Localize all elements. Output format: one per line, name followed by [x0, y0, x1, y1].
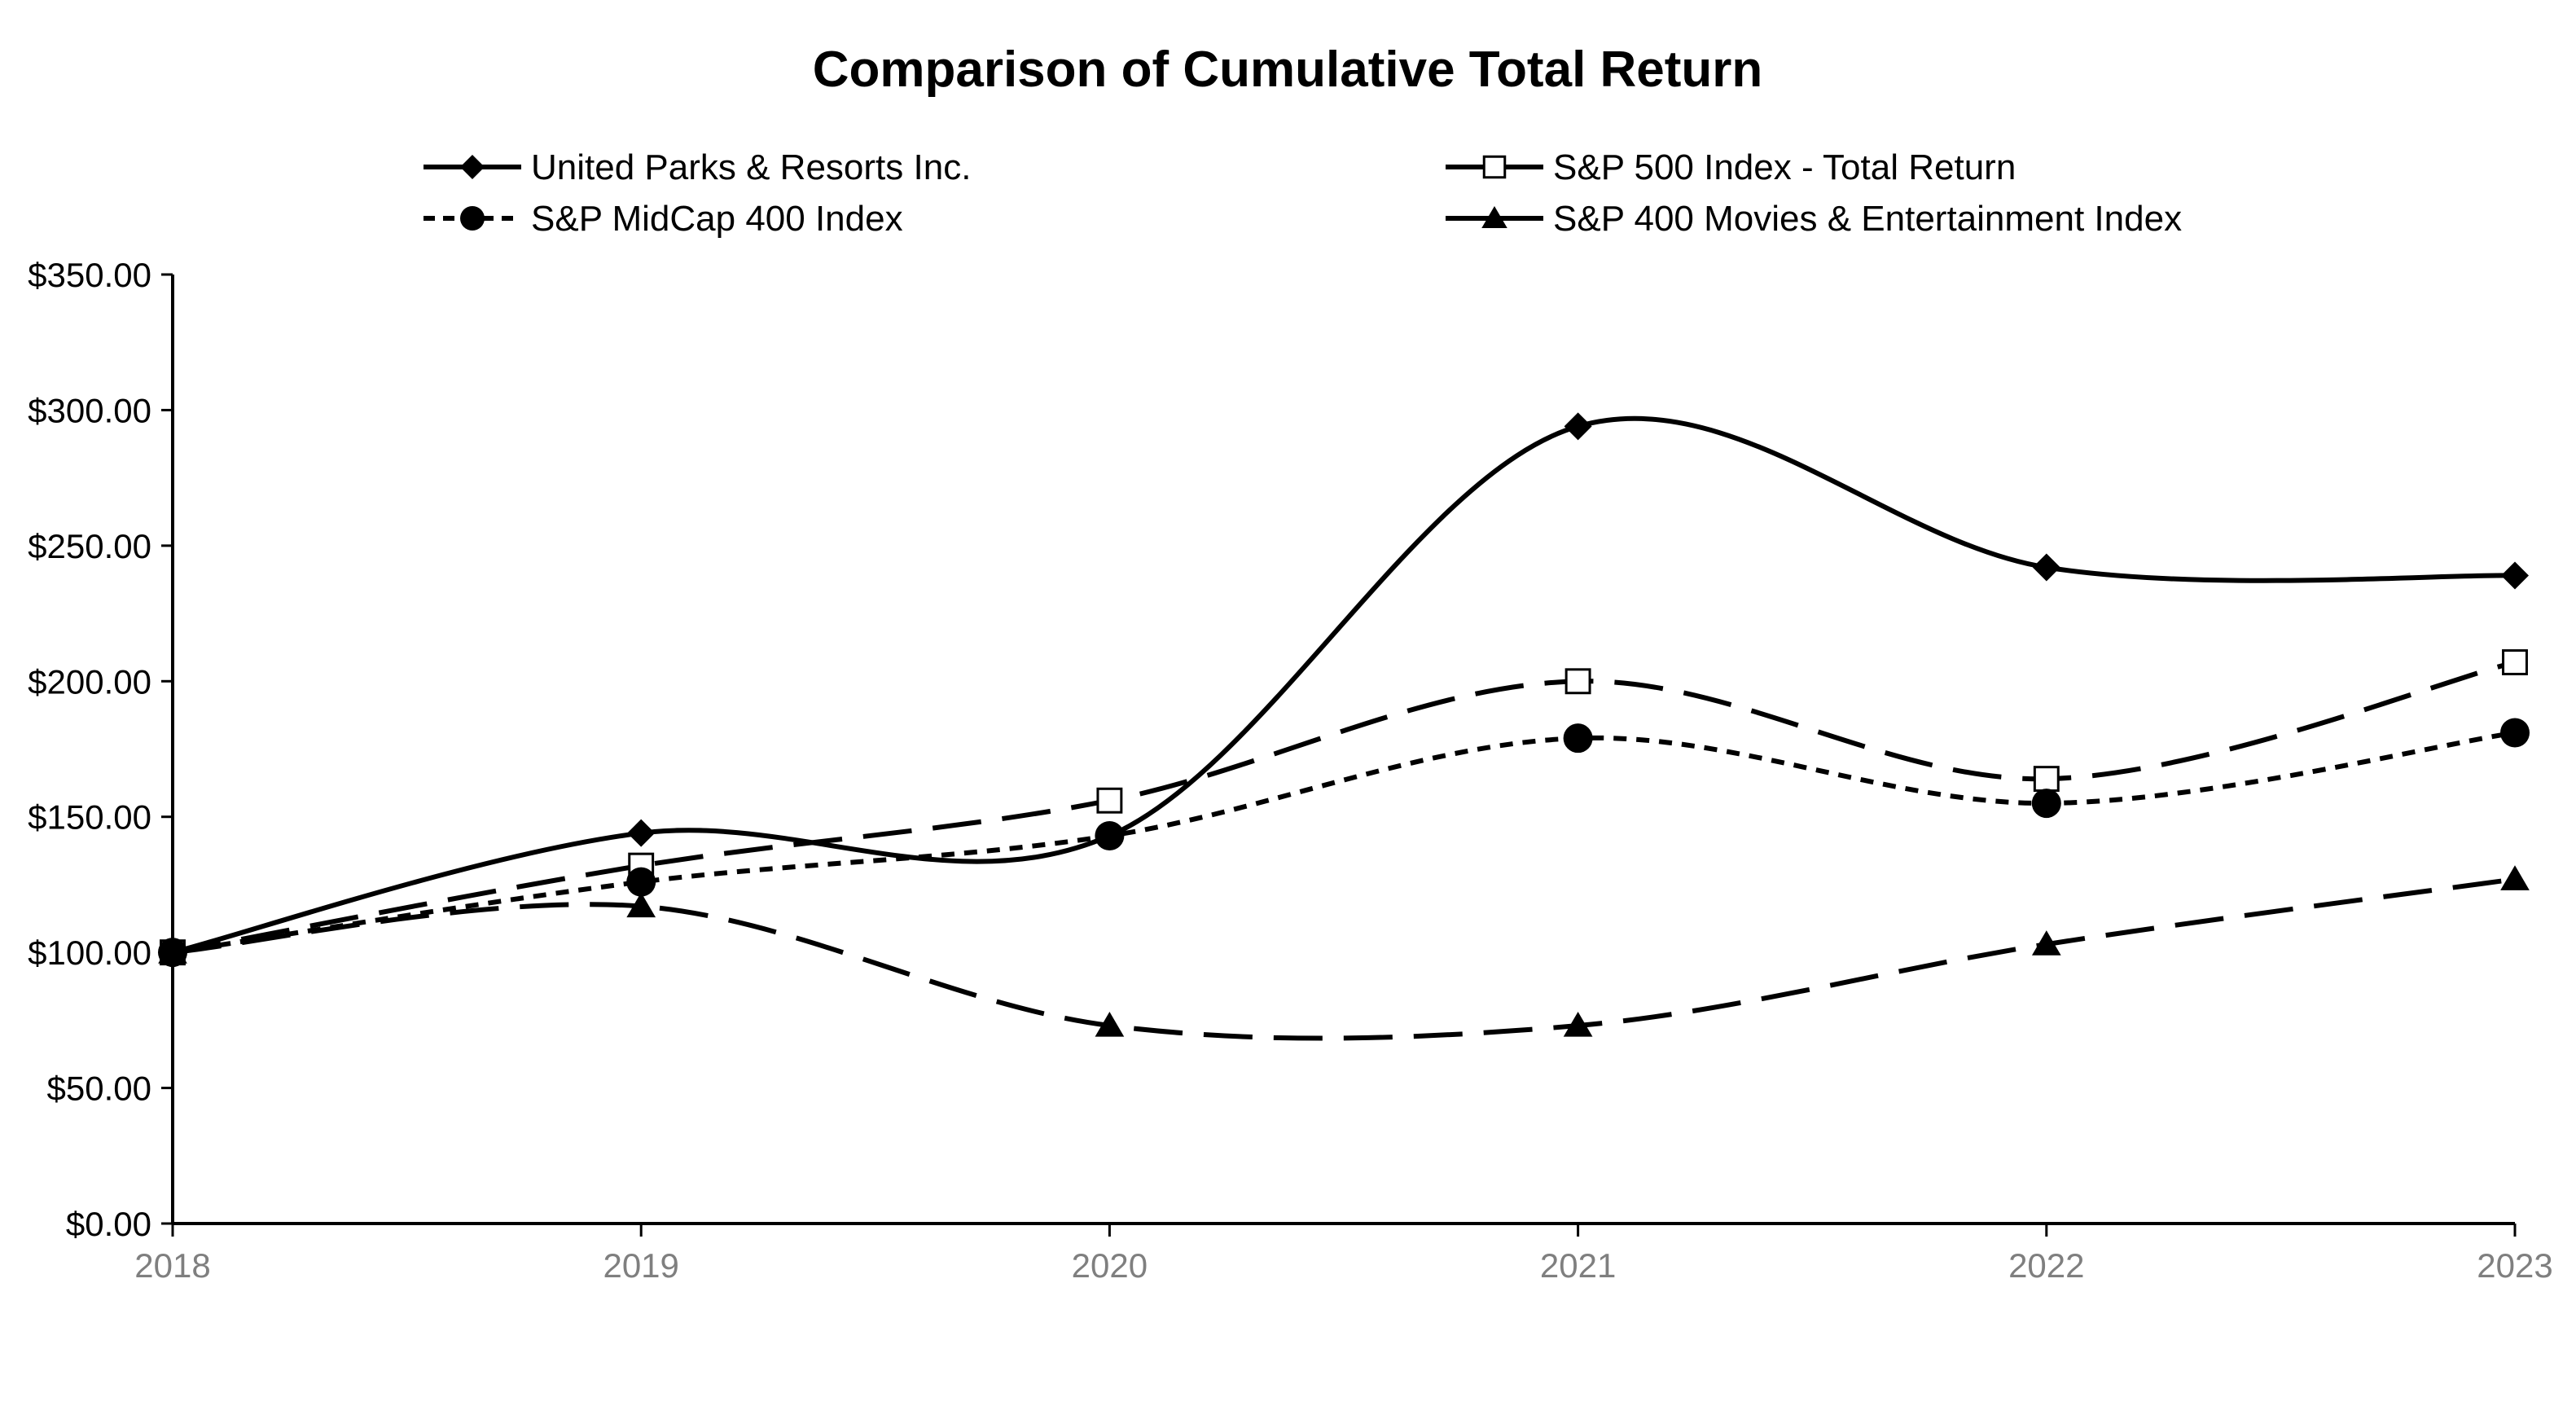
data-point — [1095, 821, 1125, 851]
legend-label: S&P 500 Index - Total Return — [1553, 147, 2016, 187]
legend-item: United Parks & Resorts Inc. — [423, 147, 971, 187]
x-tick-label: 2018 — [134, 1246, 210, 1285]
data-point — [2500, 865, 2530, 890]
legend-marker — [1481, 206, 1507, 228]
series-1 — [159, 412, 2529, 967]
series-group — [158, 412, 2530, 1041]
legend-marker — [460, 155, 485, 179]
y-tick-label: $0.00 — [66, 1205, 151, 1243]
data-point — [1563, 1012, 1593, 1037]
chart-title: Comparison of Cumulative Total Return — [813, 42, 1763, 98]
data-point — [2502, 649, 2528, 675]
legend-label: S&P MidCap 400 Index — [531, 199, 903, 239]
data-point — [1096, 787, 1123, 814]
data-point — [1564, 668, 1591, 695]
y-tick-label: $300.00 — [28, 391, 151, 429]
y-tick-label: $150.00 — [28, 798, 151, 837]
series-2 — [160, 649, 2528, 966]
data-point — [2031, 789, 2061, 819]
legend-item: S&P 500 Index - Total Return — [1446, 147, 2016, 187]
x-tick-label: 2022 — [2008, 1246, 2084, 1285]
series-line — [172, 877, 2516, 1041]
data-point — [158, 938, 187, 964]
data-point — [1095, 1012, 1125, 1037]
data-point — [626, 867, 656, 897]
data-point — [2031, 930, 2061, 956]
legend: United Parks & Resorts Inc. S&P 500 Index… — [423, 147, 2182, 239]
series-line — [172, 415, 2516, 956]
series-4 — [158, 865, 2530, 1041]
x-tick-label: 2019 — [603, 1246, 678, 1285]
series-line — [172, 660, 2516, 956]
x-tick-label: 2023 — [2477, 1246, 2552, 1285]
y-tick-label: $350.00 — [28, 256, 151, 294]
series-line — [172, 730, 2516, 956]
data-point — [2501, 561, 2529, 590]
data-point — [1564, 412, 1592, 441]
legend-label: United Parks & Resorts Inc. — [531, 147, 971, 187]
data-point — [2032, 553, 2060, 582]
data-point — [626, 892, 656, 918]
legend-marker — [460, 206, 485, 231]
legend-item: S&P 400 Movies & Entertainment Index — [1446, 199, 2182, 239]
series-3 — [158, 718, 2530, 968]
data-point — [627, 819, 656, 847]
y-tick-label: $200.00 — [28, 662, 151, 701]
data-point — [1563, 723, 1593, 754]
y-tick-label: $50.00 — [47, 1070, 151, 1108]
data-point — [2033, 766, 2060, 793]
legend-label: S&P 400 Movies & Entertainment Index — [1553, 199, 2182, 239]
legend-marker — [1482, 155, 1507, 179]
x-tick-label: 2020 — [1072, 1246, 1148, 1285]
legend-item: S&P MidCap 400 Index — [423, 199, 903, 239]
y-tick-label: $250.00 — [28, 527, 151, 565]
x-tick-label: 2021 — [1540, 1246, 1616, 1285]
axes: $0.00 $50.00 $100.00 $150.00 $200.00 $250.00 $… — [28, 256, 2553, 1285]
data-point — [2500, 718, 2530, 748]
y-tick-label: $100.00 — [28, 934, 151, 972]
